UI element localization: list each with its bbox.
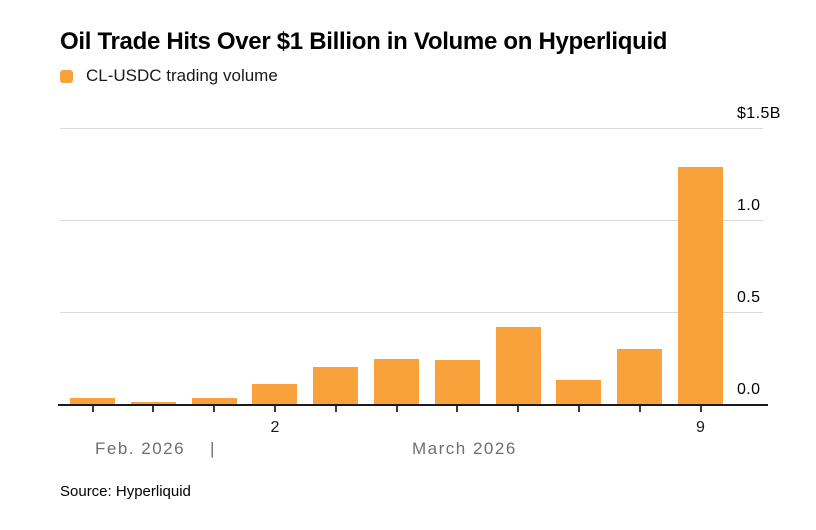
x-axis-tick [577,406,580,412]
y-axis-label: 0.0 [737,381,761,398]
x-axis-tick [213,406,216,412]
x-axis-month-label-feb: Feb. 2026 [95,439,186,458]
bar [556,380,602,404]
gridline [60,312,763,313]
bar [70,398,115,404]
y-axis-label: $1.5B [737,105,781,122]
bar [678,166,723,404]
bar [191,397,237,404]
x-axis-tick [456,406,459,412]
x-axis-day-label: 2 [270,419,280,436]
x-axis-tick [334,406,337,412]
bar [313,367,359,404]
x-axis-tick [517,406,520,412]
legend-label: CL-USDC trading volume [86,66,278,85]
bar [252,383,298,404]
bar [495,326,541,404]
x-axis-tick [273,406,276,412]
chart-title: Oil Trade Hits Over $1 Billion in Volume… [60,28,668,55]
legend-swatch-icon [60,69,73,83]
bar [374,358,419,404]
gridline [60,220,763,221]
y-axis-label: 1.0 [737,197,761,214]
x-axis-tick [152,406,155,412]
bar [130,402,176,404]
x-axis-month-label-march: March 2026 [412,439,517,458]
x-axis-tick [395,406,398,412]
legend: CL-USDC trading volume [60,66,278,86]
source-attribution: Source: Hyperliquid [60,483,191,500]
x-axis-tick [638,406,641,412]
y-axis-label: 0.5 [737,289,761,306]
gridline [60,128,763,129]
x-axis-line [58,404,768,406]
x-axis-tick [699,406,702,412]
bar [434,359,480,404]
x-axis-tick [91,406,94,412]
bar [617,348,663,404]
x-axis-month-divider: | [210,439,215,458]
x-axis-day-label: 9 [696,419,705,436]
